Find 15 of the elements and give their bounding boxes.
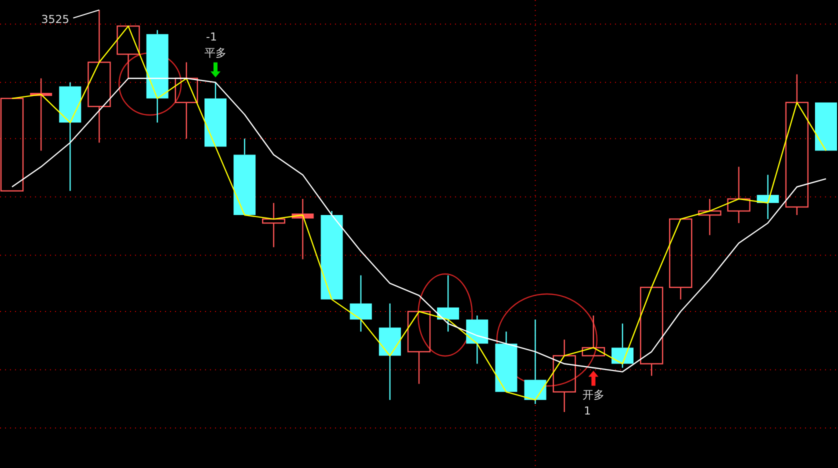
candlestick: [88, 9, 111, 144]
annotation: 3525: [41, 13, 70, 26]
candlestick: [262, 202, 286, 248]
candlestick: [552, 339, 576, 413]
annotation: 平多: [204, 46, 226, 60]
candlestick: [174, 62, 198, 140]
candlestick: [727, 166, 750, 224]
candlestick: [437, 274, 460, 332]
candlestick: [698, 198, 722, 236]
annotation: 开多: [582, 388, 604, 402]
candlestick: [378, 302, 401, 401]
annotation: 1: [584, 404, 591, 418]
candlestick: [524, 318, 546, 405]
candlestick: [350, 274, 372, 332]
annotation: -1: [206, 30, 217, 44]
